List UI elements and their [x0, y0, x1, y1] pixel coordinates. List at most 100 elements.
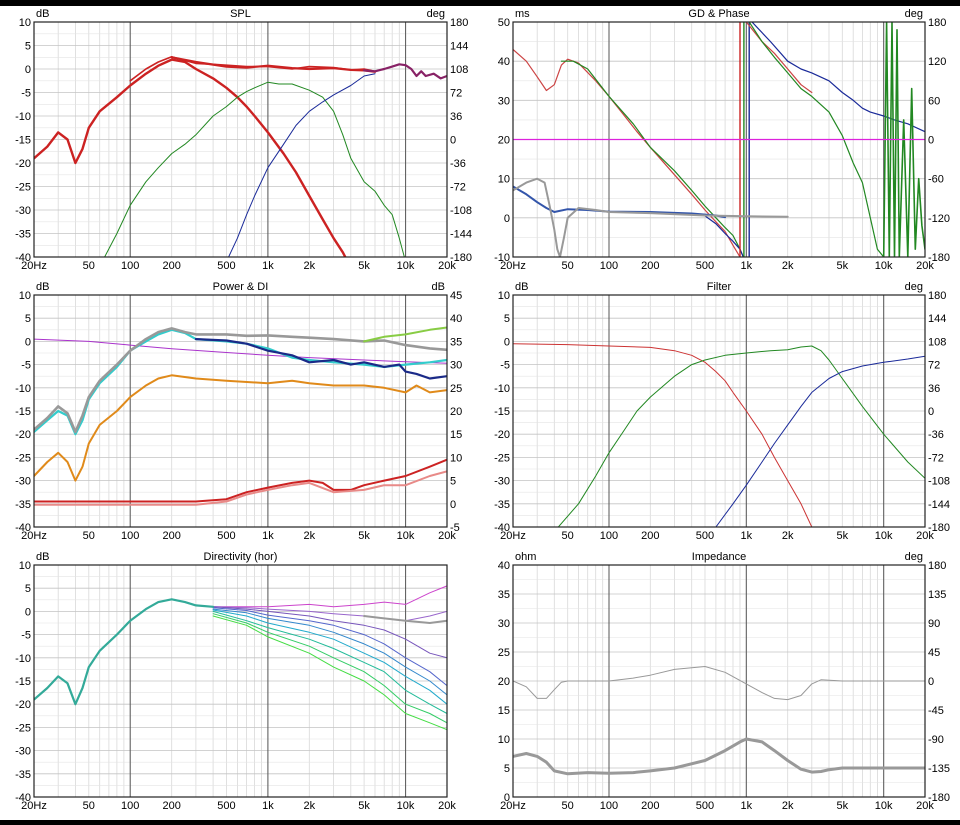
- x-tick-label: 50: [562, 800, 574, 812]
- y-tick-label: -35: [15, 769, 31, 781]
- x-tick-label: 100: [121, 800, 139, 812]
- y2-tick-label: 144: [928, 313, 946, 325]
- x-tick-label: 200: [641, 800, 659, 812]
- plot-frame: [512, 294, 926, 528]
- x-tick-label: 200: [641, 260, 659, 272]
- y-tick-label: -30: [15, 746, 31, 758]
- y2-tick-label: 45: [450, 290, 462, 302]
- y-tick-label: -10: [494, 383, 510, 395]
- left-axis-unit: dB: [36, 281, 49, 293]
- left-axis-unit: dB: [36, 8, 49, 20]
- y2-tick-label: 180: [928, 290, 946, 302]
- y-tick-label: -5: [21, 360, 31, 372]
- series-group: [34, 585, 447, 731]
- series-line-6: [228, 73, 376, 257]
- y-tick-label: 0: [25, 606, 31, 618]
- y2-tick-label: -45: [928, 705, 944, 717]
- y2-tick-label: 35: [450, 336, 462, 348]
- y2-tick-label: -90: [928, 734, 944, 746]
- x-tick-label: 200: [162, 260, 180, 272]
- series-line-7: [34, 458, 447, 503]
- y2-tick-label: 108: [450, 64, 468, 76]
- y2-tick-label: 135: [928, 589, 946, 601]
- y-tick-label: -20: [15, 699, 31, 711]
- y-tick-label: -15: [15, 135, 31, 147]
- chart-panel-5: Directivity (hor)dB1050-5-10-15-20-25-30…: [15, 551, 456, 812]
- x-tick-label: 500: [696, 530, 714, 542]
- right-axis-unit: dB: [432, 281, 445, 293]
- top-border: [0, 0, 960, 6]
- x-tick-label: 20Hz: [21, 260, 47, 272]
- y-tick-label: 0: [504, 336, 510, 348]
- y2-tick-label: 120: [928, 56, 946, 68]
- y-tick-label: 10: [498, 734, 510, 746]
- y2-tick-label: -120: [928, 213, 950, 225]
- right-axis-unit: deg: [905, 551, 923, 563]
- x-tick-label: 20k: [916, 530, 934, 542]
- chart-title: Impedance: [692, 551, 746, 563]
- x-tick-label: 1k: [741, 530, 753, 542]
- x-tick-label: 1k: [262, 530, 274, 542]
- series-line-2: [513, 737, 925, 776]
- y-tick-label: 0: [504, 213, 510, 225]
- x-tick-label: 10k: [397, 260, 415, 272]
- x-tick-label: 10k: [875, 800, 893, 812]
- series-line-10: [882, 22, 925, 257]
- y2-tick-label: 108: [928, 336, 946, 348]
- y2-tick-label: 0: [450, 135, 456, 147]
- y-tick-label: -20: [494, 429, 510, 441]
- x-tick-label: 200: [162, 800, 180, 812]
- series-line-8: [212, 610, 447, 714]
- y-tick-label: 10: [19, 290, 31, 302]
- x-tick-label: 500: [696, 800, 714, 812]
- y2-tick-label: 45: [928, 647, 940, 659]
- y2-tick-label: -180: [450, 252, 472, 264]
- y-tick-label: -15: [15, 406, 31, 418]
- series-group: [34, 326, 447, 506]
- plot-frame: [33, 294, 448, 528]
- series-line-5: [104, 81, 405, 257]
- y-tick-label: -30: [15, 205, 31, 217]
- y-tick-label: 0: [25, 64, 31, 76]
- series-line-4: [363, 63, 447, 80]
- y-tick-label: 30: [498, 95, 510, 107]
- y-tick-label: 5: [25, 313, 31, 325]
- series-line-1: [513, 666, 925, 701]
- chart-title: Filter: [707, 281, 732, 293]
- y2-tick-label: 25: [450, 383, 462, 395]
- x-tick-label: 50: [562, 530, 574, 542]
- series-line-2: [212, 606, 447, 622]
- y2-tick-label: -180: [928, 792, 950, 804]
- series-line-1: [513, 343, 813, 527]
- plot-frame: [33, 21, 448, 258]
- x-tick-label: 1k: [741, 800, 753, 812]
- right-axis-unit: deg: [427, 8, 445, 20]
- y-tick-label: -30: [15, 476, 31, 488]
- y2-tick-label: -180: [928, 252, 950, 264]
- y-tick-label: 10: [19, 560, 31, 572]
- series-line-9: [212, 613, 447, 724]
- y2-tick-label: -36: [450, 158, 466, 170]
- y2-tick-label: -135: [928, 763, 950, 775]
- series-line-10: [212, 615, 447, 731]
- x-tick-label: 20k: [438, 800, 456, 812]
- x-tick-label: 20k: [916, 800, 934, 812]
- x-tick-label: 20Hz: [21, 530, 47, 542]
- y2-tick-label: 5: [450, 476, 456, 488]
- y-tick-label: 20: [498, 676, 510, 688]
- x-tick-label: 2k: [782, 800, 794, 812]
- y2-tick-label: 36: [450, 111, 462, 123]
- series-line-3: [170, 56, 377, 73]
- y2-tick-label: -36: [928, 429, 944, 441]
- x-tick-label: 5k: [358, 260, 370, 272]
- x-tick-label: 20Hz: [21, 800, 47, 812]
- y-tick-label: -5: [21, 630, 31, 642]
- series-line-6: [363, 326, 447, 343]
- y-tick-label: -10: [15, 653, 31, 665]
- y-tick-label: -15: [15, 676, 31, 688]
- x-tick-label: 500: [217, 800, 235, 812]
